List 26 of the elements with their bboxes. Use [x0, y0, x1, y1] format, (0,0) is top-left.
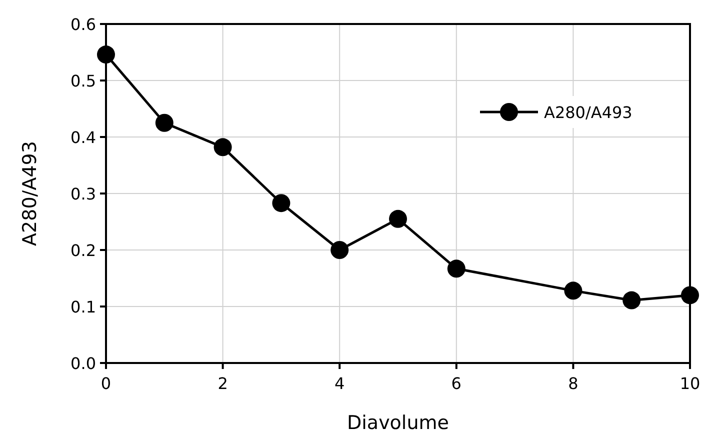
x-tick-label: 10 [680, 374, 700, 393]
point [214, 138, 232, 156]
point [681, 286, 699, 304]
legend-label: A280/A493 [544, 103, 632, 122]
y-tick-label: 0.4 [70, 128, 96, 147]
point [330, 241, 349, 259]
point [97, 46, 115, 64]
point [389, 210, 407, 228]
point [155, 114, 174, 132]
point [622, 291, 641, 310]
y-tick-label: 0.1 [70, 298, 96, 316]
y-axis-title: A280/A493 [19, 141, 41, 246]
point [272, 194, 290, 212]
x-tick-label: 4 [334, 374, 345, 393]
x-tick-label: 6 [451, 374, 462, 393]
y-tick-label: 0.5 [70, 72, 96, 90]
point [564, 282, 582, 300]
y-tick-label: 0.2 [70, 241, 96, 260]
x-tick-label: 0 [100, 374, 112, 393]
point [447, 260, 466, 278]
y-tick-label: 0.0 [70, 354, 96, 373]
x-tick-label: 8 [568, 374, 578, 393]
y-tick-label: 0.6 [70, 15, 96, 34]
x-tick-label: 2 [218, 374, 228, 393]
y-tick-label: 0.3 [70, 184, 96, 204]
x-axis-title: Diavolume [347, 412, 449, 434]
